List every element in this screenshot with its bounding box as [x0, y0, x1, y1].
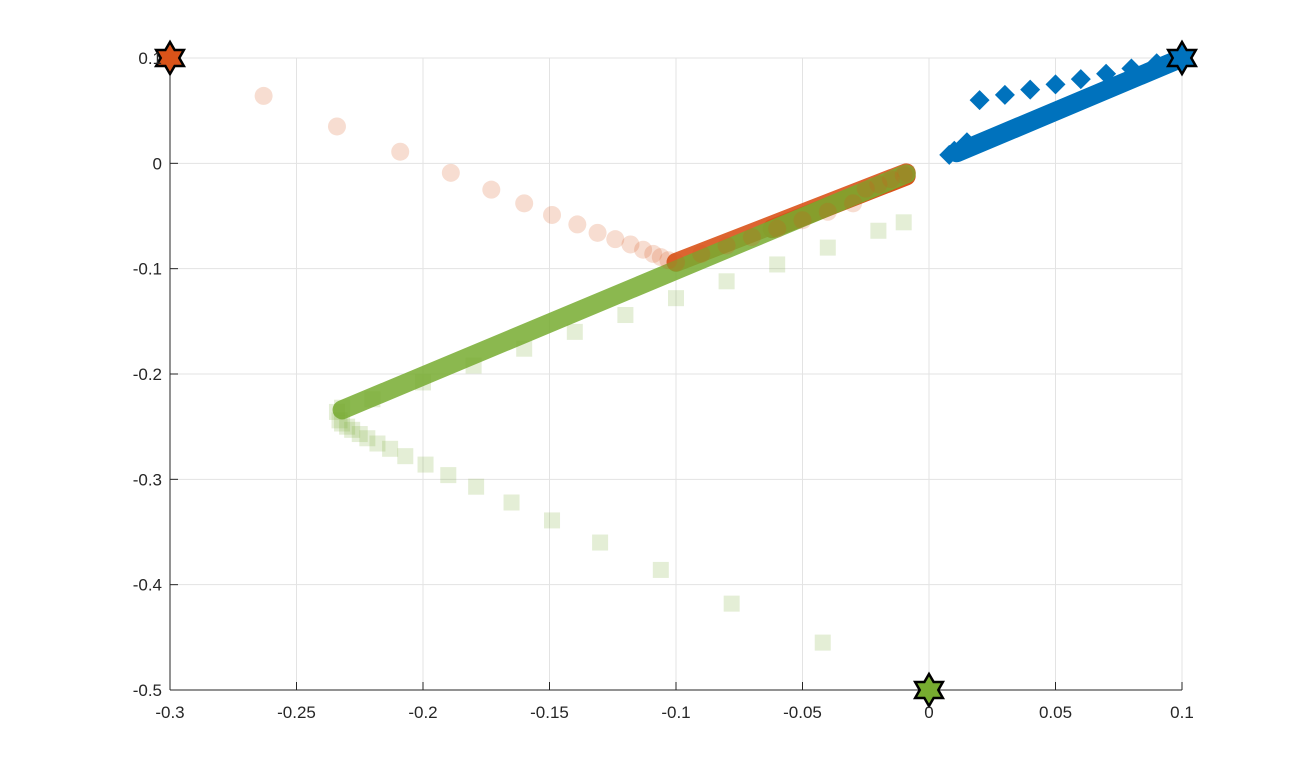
series-1-point-24 — [856, 179, 875, 198]
y-tick-label-2: -0.3 — [133, 470, 162, 489]
series-2-point-14 — [351, 426, 368, 443]
series-1-point-8 — [568, 215, 587, 234]
y-tick-label-4: -0.1 — [133, 260, 162, 279]
series-2-point-33 — [898, 165, 915, 182]
series-1-point-18 — [717, 236, 736, 255]
series-1-point-1 — [254, 86, 273, 105]
series-0-point-8 — [969, 90, 990, 111]
series-2-point-9 — [417, 456, 434, 473]
x-tick-label-0: -0.3 — [155, 703, 184, 722]
series-2-point-5 — [544, 512, 561, 529]
x-tick-label-1: -0.25 — [277, 703, 316, 722]
series-1-point-23 — [844, 194, 863, 213]
series-2-point-27 — [668, 290, 684, 307]
series-1-point-7 — [543, 205, 562, 224]
series-0-point-2 — [1121, 58, 1142, 79]
series-0-point-11 — [939, 144, 960, 165]
y-tick-label-6: 0.1 — [138, 49, 162, 68]
series-1-point-11 — [621, 235, 640, 254]
series-1-point-14 — [651, 248, 670, 267]
series-1-point-22 — [818, 202, 837, 221]
series-2-point-18 — [331, 412, 348, 429]
series-1-point-25 — [869, 175, 888, 194]
series-2-point-24 — [516, 340, 533, 357]
series-2-point-2 — [723, 595, 740, 612]
series-2-point-15 — [344, 421, 361, 438]
series-0-point-9 — [956, 132, 977, 153]
tick-labels: -0.3 -0.25 -0.2 -0.15 -0.1 -0.05 0 0.05 0.1 -0.5 -… — [133, 49, 1194, 722]
series-2-point-11 — [382, 440, 399, 457]
series-1-point-19 — [742, 228, 761, 247]
series-1-start-hexagram — [153, 39, 187, 77]
series-2-point-28 — [718, 273, 735, 290]
series-2-point-12 — [369, 435, 386, 452]
x-tick-label-6: 0 — [924, 703, 933, 722]
series-2-point-21 — [364, 391, 381, 408]
series-0-point-1 — [1146, 53, 1167, 74]
series-1-point-13 — [644, 244, 663, 263]
series-1-point-27 — [894, 165, 913, 184]
x-tick-label-3: -0.15 — [530, 703, 569, 722]
series-1-point-5 — [482, 180, 501, 199]
y-tick-label-3: -0.2 — [133, 365, 162, 384]
series-1-point-16 — [667, 253, 685, 272]
series-1-point-6 — [515, 194, 534, 213]
series-1-point-2 — [327, 117, 346, 136]
series-2-point-30 — [819, 239, 836, 256]
series-2-point-22 — [415, 374, 431, 391]
series-2-point-10 — [397, 448, 414, 465]
series-2-point-3 — [652, 561, 669, 578]
series-2-point-8 — [440, 467, 457, 484]
y-tick-label-5: 0 — [153, 154, 162, 173]
series-2-point-23 — [465, 357, 482, 374]
series-2-point-13 — [359, 430, 376, 447]
series-2-point-6 — [503, 494, 520, 511]
trail-3 — [332, 164, 916, 420]
series-2-point-7 — [468, 478, 485, 495]
series-0-point-3 — [1096, 63, 1117, 84]
series-0-start-hexagram — [1165, 39, 1199, 77]
series-2-point-20 — [334, 399, 351, 416]
series-1-point-10 — [606, 230, 625, 249]
series-2-point-26 — [617, 307, 634, 324]
y-tick-label-1: -0.4 — [133, 576, 162, 595]
trail-0 — [947, 48, 1192, 163]
series-0-point-4 — [1070, 69, 1091, 90]
series-2-point-29 — [769, 256, 786, 273]
series-1-point-21 — [793, 211, 812, 230]
series-2-point-31 — [870, 222, 887, 239]
series-2-start-hexagram — [912, 671, 946, 709]
series-1-point-28 — [897, 163, 916, 182]
series-1-point-20 — [768, 219, 787, 238]
series-2-point-16 — [339, 418, 356, 435]
series-0-point-5 — [1045, 74, 1066, 95]
series-1-point-3 — [391, 142, 410, 161]
x-tick-label-5: -0.05 — [783, 703, 822, 722]
x-tick-label-4: -0.1 — [661, 703, 690, 722]
series-1-point-4 — [441, 163, 460, 182]
series-1-point-15 — [659, 251, 678, 270]
series-1-point-12 — [634, 240, 653, 259]
series-0-point-7 — [994, 84, 1015, 105]
series-1-point-17 — [692, 244, 711, 263]
series-2-point-4 — [592, 534, 609, 551]
series-2-point-19 — [328, 403, 345, 420]
series-1-point-9 — [588, 223, 607, 242]
series-2-point-1 — [814, 634, 831, 651]
x-tick-label-8: 0.1 — [1170, 703, 1194, 722]
series-2-point-32 — [895, 214, 912, 231]
y-tick-label-0: -0.5 — [133, 681, 162, 700]
data-marks — [153, 39, 1199, 709]
series-2-point-25 — [566, 323, 583, 340]
series-1-point-26 — [882, 170, 901, 189]
x-tick-label-2: -0.2 — [408, 703, 437, 722]
x-tick-label-7: 0.05 — [1039, 703, 1072, 722]
series-2-point-17 — [334, 415, 351, 432]
series-0-point-6 — [1020, 79, 1041, 100]
